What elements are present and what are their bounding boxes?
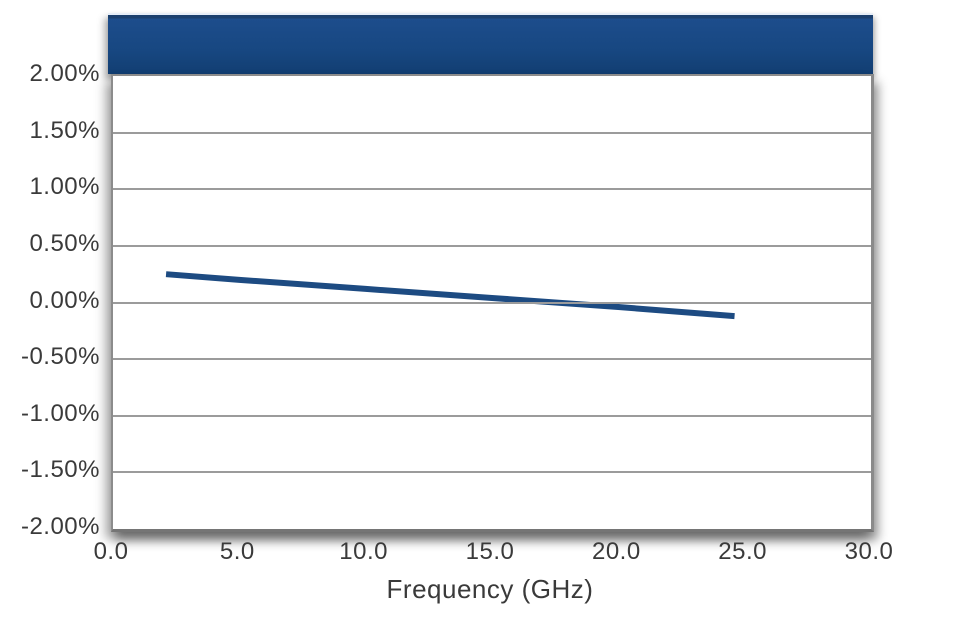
x-axis-title: Frequency (GHz) xyxy=(386,574,594,604)
series-line xyxy=(165,271,735,320)
plot-area xyxy=(111,74,874,532)
y-tick-label: -0.50% xyxy=(20,343,100,371)
x-tick-label: 15.0 xyxy=(465,538,515,565)
gridline xyxy=(113,358,871,361)
x-tick-label: 0.0 xyxy=(93,538,129,565)
gridline xyxy=(113,301,871,304)
y-tick-label: 1.50% xyxy=(29,116,100,144)
gridline xyxy=(113,471,871,474)
chart-title-banner xyxy=(108,13,873,74)
y-tick-label: -1.50% xyxy=(20,456,100,484)
y-tick-label: 1.00% xyxy=(29,173,100,201)
x-tick-label: 20.0 xyxy=(591,538,641,565)
x-tick-label: 10.0 xyxy=(339,538,389,565)
y-tick-label: 2.00% xyxy=(29,60,100,87)
y-tick-label: 0.00% xyxy=(29,286,100,314)
x-tick-label: 30.0 xyxy=(844,538,894,565)
gridline xyxy=(113,131,871,134)
y-tick-label: -2.00% xyxy=(20,513,100,540)
gridline xyxy=(113,244,871,247)
gridline xyxy=(113,188,871,191)
gridline xyxy=(113,414,871,417)
y-tick-label: 0.50% xyxy=(29,229,100,257)
y-tick-label: -1.00% xyxy=(20,399,100,427)
x-tick-label: 25.0 xyxy=(718,538,768,565)
x-tick-label: 5.0 xyxy=(219,538,255,565)
